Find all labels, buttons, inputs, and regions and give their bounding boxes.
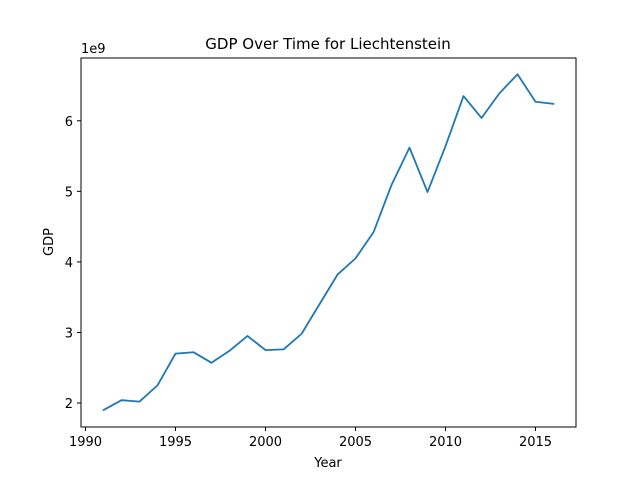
- y-tick-label: 4: [65, 256, 73, 271]
- chart-title: GDP Over Time for Liechtenstein: [205, 35, 450, 53]
- gdp-series-line: [102, 73, 555, 411]
- plot-area: 1990 1995 2000 2005 2010 2015 2 3 4 5 6: [65, 73, 555, 450]
- y-tick-label: 3: [65, 326, 73, 341]
- x-tick-label: 2000: [249, 435, 282, 450]
- x-tick-label: 2005: [339, 435, 372, 450]
- x-tick-label: 1990: [69, 435, 102, 450]
- x-tick-label: 2010: [429, 435, 462, 450]
- x-tick-label: 2015: [519, 435, 552, 450]
- x-axis-label: Year: [313, 456, 342, 471]
- y-tick-label: 2: [65, 397, 73, 412]
- y-tick-label: 5: [65, 185, 73, 200]
- y-axis-label: GDP: [42, 228, 57, 256]
- x-tick-label: 1995: [159, 435, 192, 450]
- y-axis-scale-label: 1e9: [81, 42, 106, 57]
- axes-frame: [80, 57, 577, 428]
- y-tick-label: 6: [65, 115, 73, 130]
